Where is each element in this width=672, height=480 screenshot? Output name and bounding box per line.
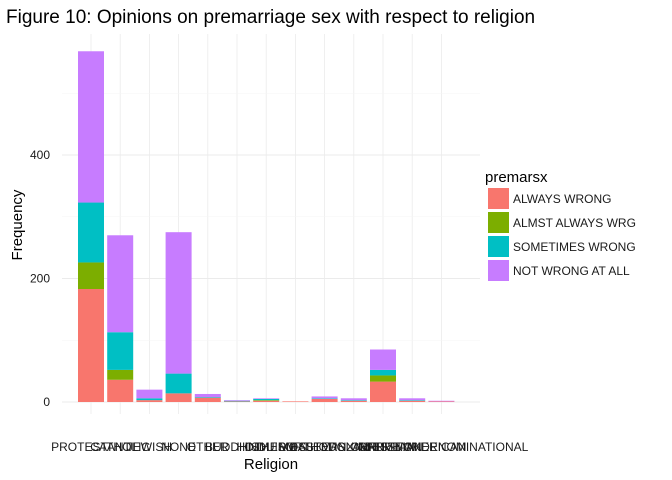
bar-segment: [136, 398, 163, 401]
bar-segment: [78, 288, 104, 402]
bar-segment: [399, 400, 426, 401]
bar-segment: [370, 381, 396, 402]
legend: premarsx ALWAYS WRONG ALMST ALWAYS WRG SOM…: [485, 169, 636, 281]
legend-label: ALMST ALWAYS WRG: [513, 216, 636, 230]
bar-segment: [340, 400, 367, 402]
bar-segment: [399, 400, 426, 402]
bar-segment: [253, 398, 280, 399]
legend-label: SOMETIMES WRONG: [513, 240, 636, 254]
x-tick-label: OTHER EASTERN: [244, 440, 346, 454]
bar-segment: [428, 401, 455, 402]
bar-segment: [224, 401, 250, 402]
bar-segment: [370, 369, 396, 376]
x-tick-label: JEWISH: [127, 440, 172, 454]
bar-segment: [370, 375, 396, 382]
bar-segment: [253, 400, 280, 402]
y-tick-label: 200: [30, 272, 50, 286]
bar-segment: [165, 232, 192, 374]
x-tick-label: NATIVE AMERICAN: [358, 440, 466, 454]
legend-key: [488, 260, 509, 281]
x-tick-label: OTHER: [187, 440, 229, 454]
bar-segment: [253, 398, 280, 401]
legend-key: [488, 188, 509, 209]
bar-segment: [311, 396, 338, 399]
bar-segment: [340, 400, 367, 401]
bar-segment: [194, 393, 221, 398]
x-tick-label: BUDDHISM: [205, 440, 269, 454]
bar-segment: [107, 379, 134, 402]
bar-segment: [78, 51, 104, 203]
bar-segment: [107, 369, 134, 380]
bar-segment: [165, 373, 192, 394]
y-axis-ticks: 0 200 400: [30, 148, 50, 409]
x-tick-label: NONE: [161, 440, 196, 454]
bar-segment: [194, 397, 221, 398]
bar-segment: [399, 398, 426, 401]
x-tick-label: CATHOLIC: [90, 440, 150, 454]
bar-segment: [428, 400, 455, 402]
chart-title: Figure 10: Opinions on premarriage sex w…: [6, 7, 535, 28]
legend-key: [488, 236, 509, 257]
bar-segment: [311, 398, 338, 402]
bar-segment: [78, 202, 104, 263]
x-tick-label: INTER-NONDENOMINATIONAL: [355, 440, 529, 454]
x-tick-label: ORTHODOX-CHRISTIAN: [285, 440, 423, 454]
legend-key: [488, 212, 509, 233]
bar-segment: [340, 398, 367, 401]
legend-label: ALWAYS WRONG: [513, 192, 611, 206]
bar-segment: [282, 401, 309, 402]
legend-label: NOT WRONG AT ALL: [513, 264, 630, 278]
bar-segment: [194, 397, 221, 402]
x-tick-label: HINDUISM: [237, 440, 296, 454]
y-tick-label: 0: [43, 395, 50, 409]
legend-items: ALWAYS WRONG ALMST ALWAYS WRG SOMETIMES WR…: [488, 188, 636, 281]
x-tick-label: CHRISTIAN: [351, 440, 416, 454]
bar-segment: [78, 262, 104, 289]
y-tick-label: 400: [30, 148, 50, 162]
bar-segment: [370, 349, 396, 370]
x-tick-label: PROTESTANT: [51, 440, 131, 454]
bars: [78, 51, 455, 402]
legend-title: premarsx: [485, 169, 548, 186]
bar-segment: [224, 400, 250, 402]
bar-segment: [136, 389, 163, 399]
bar-segment: [253, 400, 280, 401]
bar-segment: [165, 393, 192, 402]
y-axis-title: Frequency: [9, 189, 26, 260]
bar-segment: [224, 400, 250, 401]
bar-segment: [107, 235, 134, 333]
x-tick-label: MOSLEM/ISLAM: [279, 440, 370, 454]
x-axis-ticks: PROTESTANTCATHOLICJEWISHNONEOTHERBUDDHIS…: [51, 440, 529, 454]
x-axis-title: Religion: [244, 456, 298, 473]
bar-segment: [136, 400, 163, 402]
bar-segment: [311, 398, 338, 399]
bar-segment: [107, 332, 134, 370]
